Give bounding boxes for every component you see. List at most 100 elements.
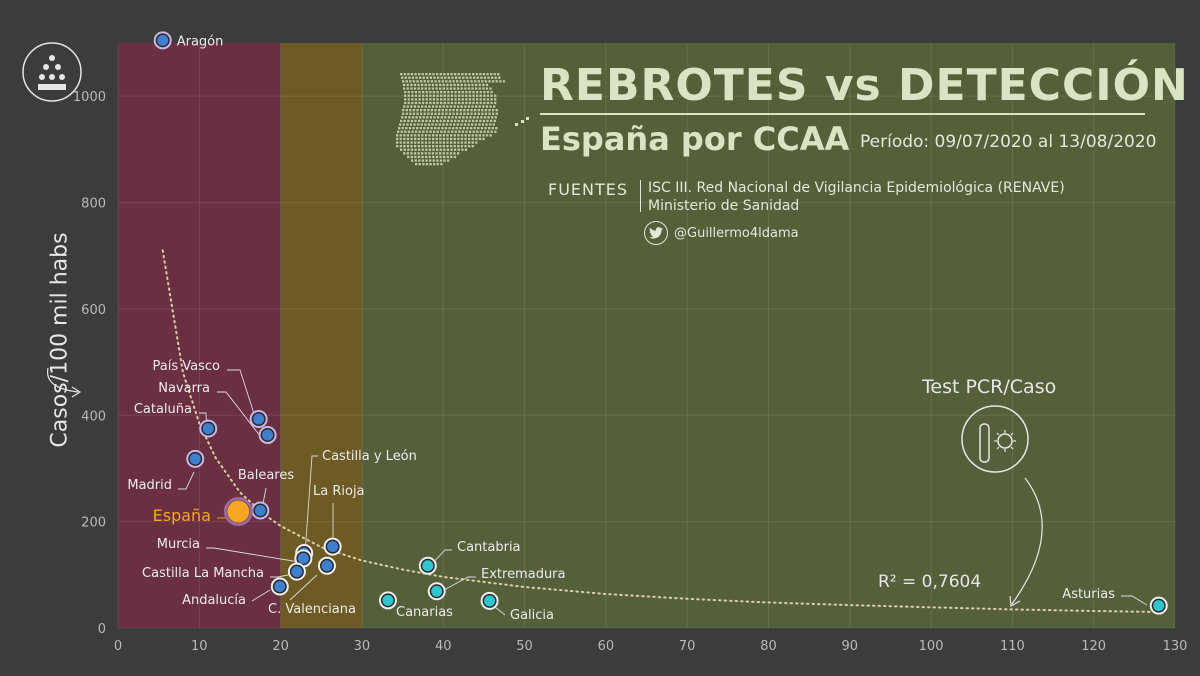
map-dot xyxy=(465,76,469,79)
point-madrid xyxy=(189,453,201,465)
map-dot xyxy=(451,130,454,133)
point-castilla-la-mancha xyxy=(291,566,303,578)
map-dot xyxy=(406,123,409,126)
map-dot xyxy=(425,98,428,101)
label-cantabria: Cantabria xyxy=(457,540,521,555)
map-dot xyxy=(440,98,443,101)
map-dot xyxy=(448,109,452,112)
map-dot xyxy=(490,94,493,97)
map-dot xyxy=(488,109,491,112)
map-dot xyxy=(443,130,447,133)
x-tick-label: 20 xyxy=(272,639,289,654)
map-dot xyxy=(420,109,423,112)
map-dot xyxy=(489,134,492,137)
map-dot xyxy=(443,91,446,94)
map-dot xyxy=(429,98,432,101)
map-dot xyxy=(475,134,478,137)
map-dot xyxy=(411,159,414,162)
map-dot xyxy=(464,137,467,141)
map-dot xyxy=(441,112,444,115)
map-dot xyxy=(428,87,431,90)
map-dot xyxy=(492,109,495,112)
map-dot xyxy=(432,134,435,137)
map-dot xyxy=(453,145,456,148)
map-dot xyxy=(416,109,419,112)
map-dot xyxy=(489,123,492,126)
map-dot xyxy=(450,73,453,76)
map-dot xyxy=(493,119,496,123)
map-dot xyxy=(439,141,442,144)
map-dot xyxy=(439,155,442,159)
map-dot xyxy=(464,73,468,76)
map-dot xyxy=(482,134,485,137)
map-dot xyxy=(455,116,458,119)
map-dot xyxy=(416,127,419,130)
map-dot xyxy=(464,87,467,90)
map-dot xyxy=(472,94,475,97)
map-dot xyxy=(468,134,471,137)
map-dot xyxy=(429,76,433,79)
map-dot xyxy=(481,123,485,126)
map-dot xyxy=(397,130,400,133)
map-dot xyxy=(465,130,468,133)
map-dot xyxy=(463,112,466,115)
map-dot xyxy=(490,73,493,76)
map-dot xyxy=(438,109,441,112)
map-dot xyxy=(438,112,441,115)
x-tick-label: 100 xyxy=(919,639,944,654)
map-dot xyxy=(457,87,460,90)
map-dot xyxy=(468,91,472,94)
map-dot xyxy=(479,119,482,123)
map-dot xyxy=(408,76,411,79)
people-logo-icon xyxy=(22,42,82,102)
map-dot xyxy=(446,145,449,148)
map-dot xyxy=(445,80,448,83)
point-baleares xyxy=(254,504,266,516)
map-dot xyxy=(425,91,428,94)
map-dot xyxy=(461,91,464,94)
point-c-valenciana xyxy=(321,560,333,572)
map-dot xyxy=(468,137,471,141)
map-dot xyxy=(452,112,455,115)
leader-castilla-la-mancha xyxy=(270,573,294,578)
map-dot xyxy=(463,80,466,83)
map-dot xyxy=(478,87,481,90)
map-dot xyxy=(475,83,478,87)
map-dot xyxy=(430,127,433,130)
x-tick-label: 50 xyxy=(516,639,533,654)
map-dot xyxy=(436,94,439,97)
map-dot xyxy=(396,145,399,148)
map-dot xyxy=(475,141,478,144)
map-dot xyxy=(485,123,488,126)
map-dot xyxy=(515,123,518,126)
map-dot xyxy=(448,112,452,115)
map-dot xyxy=(458,94,461,97)
point-cantabria xyxy=(422,560,434,572)
map-dot xyxy=(471,145,474,148)
map-dot xyxy=(472,119,475,123)
x-tick-label: 110 xyxy=(1000,639,1025,654)
map-dot xyxy=(494,94,497,97)
x-tick-label: 60 xyxy=(598,639,615,654)
map-dot xyxy=(432,137,435,141)
map-dot xyxy=(419,76,422,79)
map-dot xyxy=(407,73,410,76)
map-dot xyxy=(414,148,417,151)
map-dot xyxy=(423,80,426,83)
map-dot xyxy=(428,73,432,76)
map-dot xyxy=(487,116,490,119)
map-dot xyxy=(417,152,420,155)
map-dot xyxy=(478,105,481,108)
map-dot xyxy=(494,98,497,101)
ylabel-arrow-icon xyxy=(46,367,79,393)
map-dot xyxy=(441,80,444,83)
map-dot xyxy=(442,134,446,137)
map-dot xyxy=(474,123,477,126)
map-dot xyxy=(473,76,476,79)
map-dot xyxy=(410,105,413,108)
map-dot xyxy=(463,109,466,112)
map-dot xyxy=(469,116,472,119)
map-dot xyxy=(442,87,445,90)
map-dot xyxy=(432,155,435,159)
map-dot xyxy=(456,80,459,83)
